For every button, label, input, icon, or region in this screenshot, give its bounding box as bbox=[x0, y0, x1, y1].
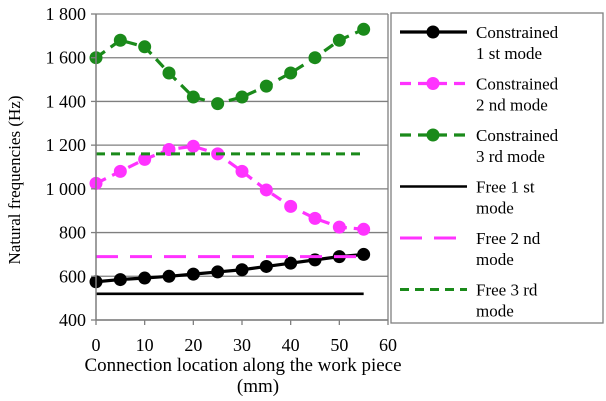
data-point bbox=[357, 247, 371, 261]
legend-marker bbox=[426, 77, 440, 90]
legend-marker bbox=[426, 128, 440, 142]
x-axis-label-line: (mm) bbox=[237, 376, 279, 396]
x-axis-label-line: Connection location along the work piece bbox=[84, 355, 401, 376]
y-tick-label: 800 bbox=[59, 223, 86, 243]
data-point bbox=[113, 164, 127, 178]
data-point bbox=[259, 183, 273, 197]
x-tick-label: 30 bbox=[233, 335, 251, 355]
data-point bbox=[186, 90, 200, 104]
data-point bbox=[186, 139, 200, 153]
data-point bbox=[113, 33, 127, 47]
legend-label-line: Constrained bbox=[476, 126, 559, 145]
legend-label-line: 2 nd mode bbox=[476, 96, 548, 115]
legend-label-line: mode bbox=[476, 302, 514, 321]
data-point bbox=[162, 269, 176, 283]
data-point bbox=[138, 271, 152, 285]
y-tick-label: 1 000 bbox=[46, 179, 87, 199]
data-point bbox=[332, 33, 346, 47]
legend-label: Free 3 rd mode bbox=[476, 281, 538, 321]
legend-label: Constrained 3 rd mode bbox=[476, 126, 559, 166]
y-tick-label: 400 bbox=[59, 310, 86, 330]
legend-label: Free 2 nd mode bbox=[476, 229, 541, 269]
data-point bbox=[235, 164, 249, 178]
legend: Constrained 1 st mode Constrained 2 nd mode… bbox=[390, 12, 604, 324]
data-point bbox=[308, 211, 322, 225]
y-tick-label: 1 400 bbox=[46, 91, 87, 111]
data-point bbox=[186, 267, 200, 281]
legend-entry: Constrained 1 st mode bbox=[400, 23, 559, 63]
data-point bbox=[235, 263, 249, 277]
x-tick-label: 10 bbox=[136, 335, 154, 355]
data-point bbox=[284, 199, 298, 213]
series-layer bbox=[89, 22, 371, 296]
legend-label: Constrained 2 nd mode bbox=[476, 75, 559, 115]
data-point bbox=[113, 273, 127, 287]
data-point bbox=[211, 265, 225, 279]
y-tick-label: 1 600 bbox=[46, 48, 87, 68]
legend-label-line: 3 rd mode bbox=[476, 147, 545, 166]
series-line bbox=[95, 144, 364, 231]
data-point bbox=[308, 51, 322, 65]
data-point bbox=[357, 22, 371, 36]
legend-box bbox=[390, 12, 604, 324]
data-point bbox=[138, 152, 152, 166]
y-tick-label: 600 bbox=[59, 266, 86, 286]
legend-entry: Free 3 rd mode bbox=[400, 281, 538, 321]
data-point bbox=[284, 256, 298, 270]
legend-entry: Constrained 2 nd mode bbox=[400, 75, 559, 115]
legend-entry: Constrained 3 rd mode bbox=[400, 126, 559, 166]
data-point bbox=[332, 220, 346, 234]
legend-entry: Free 1 st mode bbox=[400, 178, 535, 218]
series-3 bbox=[89, 22, 371, 111]
legend-label-line: Free 2 nd bbox=[476, 229, 541, 248]
data-point bbox=[284, 66, 298, 80]
y-axis-label: Natural frequencies (Hz) bbox=[5, 96, 24, 265]
x-axis-label: Connection location along the work piece… bbox=[84, 355, 401, 396]
legend-marker bbox=[426, 25, 440, 39]
legend-label-line: mode bbox=[476, 199, 514, 218]
legend-entry: Free 2 nd mode bbox=[400, 229, 541, 269]
data-point bbox=[138, 40, 152, 54]
legend-label-line: Free 3 rd bbox=[476, 281, 538, 300]
legend-label-line: Free 1 st bbox=[476, 178, 535, 197]
legend-label-line: 1 st mode bbox=[476, 44, 542, 63]
legend-label-line: mode bbox=[476, 250, 514, 269]
x-tick-label: 60 bbox=[379, 335, 397, 355]
x-tick-label: 40 bbox=[282, 335, 300, 355]
y-tick-label: 1 200 bbox=[46, 135, 87, 155]
data-point bbox=[235, 90, 249, 104]
x-tick-label: 50 bbox=[330, 335, 348, 355]
data-point bbox=[259, 79, 273, 93]
legend-label-line: Constrained bbox=[476, 75, 559, 94]
legend-label: Free 1 st mode bbox=[476, 178, 535, 218]
data-point bbox=[357, 222, 371, 236]
legend-label: Constrained 1 st mode bbox=[476, 23, 559, 63]
x-tick-label: 0 bbox=[92, 335, 101, 355]
data-point bbox=[259, 259, 273, 273]
data-point bbox=[162, 66, 176, 80]
axes-layer: 400 600 800 1 000 1 200 1 400 1 600 1 800 0 10 20 3… bbox=[46, 4, 398, 355]
y-tick-label: 1 800 bbox=[46, 4, 87, 24]
series-line bbox=[95, 27, 365, 106]
x-tick-label: 20 bbox=[184, 335, 202, 355]
data-point bbox=[211, 97, 225, 111]
legend-label-line: Constrained bbox=[476, 23, 559, 42]
